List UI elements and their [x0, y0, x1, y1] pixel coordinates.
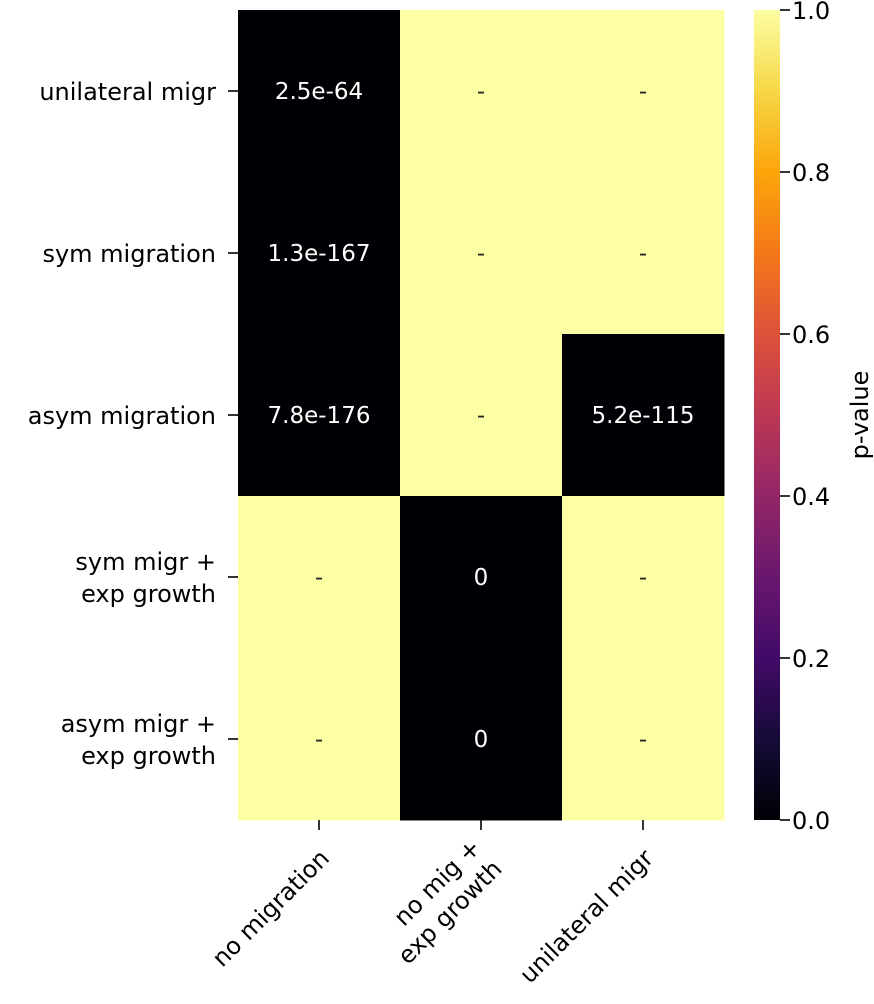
cell-annotation: - [315, 727, 323, 753]
cell-annotation: - [477, 241, 485, 267]
heatmap-cell [238, 496, 401, 659]
cell-annotation: - [477, 79, 485, 105]
colorbar-label: p-value [846, 371, 874, 460]
heatmap-cell [562, 658, 725, 821]
colorbar-tick-label: 1.0 [792, 0, 830, 25]
heatmap-cell [238, 172, 401, 335]
cell-annotation: - [639, 79, 647, 105]
cell-annotation: 0 [474, 565, 489, 591]
cell-annotation: 0 [474, 727, 489, 753]
x-axis: no migration no mig +exp growth unilateral… [207, 820, 659, 989]
heatmap-cell [238, 10, 401, 173]
cell-annotation: - [639, 241, 647, 267]
heatmap-cell [562, 334, 725, 497]
cell-annotation: 5.2e-115 [592, 403, 695, 429]
cell-annotation: - [639, 727, 647, 753]
heatmap-cell [400, 496, 563, 659]
colorbar-tick-label: 0.4 [792, 483, 830, 511]
x-tick-label-group: no mig +exp growth [371, 833, 507, 969]
y-tick-label: unilateral migr [39, 78, 216, 106]
heatmap-cell [400, 334, 563, 497]
cell-annotation: - [477, 403, 485, 429]
heatmap-cell [400, 172, 563, 335]
colorbar-tick-label: 0.8 [792, 159, 830, 187]
cell-annotation: 1.3e-167 [268, 241, 371, 267]
heatmap-cell [238, 334, 401, 497]
heatmap-cell [562, 10, 725, 173]
y-tick-label: sym migration [42, 240, 216, 268]
x-tick-label: no migration [207, 844, 335, 972]
cell-annotation: 7.8e-176 [268, 403, 371, 429]
heatmap-cell [562, 172, 725, 335]
y-tick-label: sym migr + exp growth [75, 548, 216, 608]
cell-annotation: - [315, 565, 323, 591]
cell-annotations: 2.5e-64 - - 1.3e-167 - - 7.8e-176 - 5.2e-115 - 0 - -… [268, 79, 695, 753]
heatmap-cell [400, 10, 563, 173]
x-tick-label-group: unilateral migr [514, 844, 659, 989]
cell-annotation: 2.5e-64 [275, 79, 363, 105]
x-tick-label: unilateral migr [514, 844, 659, 989]
x-tick-label-group: no migration [207, 844, 335, 972]
heatmap-cell [238, 658, 401, 821]
colorbar: 0.0 0.2 0.4 0.6 0.8 1.0 p-value [754, 0, 874, 835]
colorbar-tick-label: 0.2 [792, 645, 830, 673]
y-axis: unilateral migr sym migration asym migrati… [28, 78, 238, 770]
colorbar-tick-label: 0.0 [792, 807, 830, 835]
colorbar-tick-label: 0.6 [792, 321, 830, 349]
heatmap-cell [562, 496, 725, 659]
heatmap-cells [238, 10, 725, 821]
y-tick-label: asym migration [28, 402, 216, 430]
x-tick-label: no mig +exp growth [371, 833, 507, 969]
y-tick-label: asym migr + exp growth [61, 710, 216, 770]
colorbar-gradient [754, 10, 780, 820]
heatmap-cell [400, 658, 563, 821]
cell-annotation: - [639, 565, 647, 591]
